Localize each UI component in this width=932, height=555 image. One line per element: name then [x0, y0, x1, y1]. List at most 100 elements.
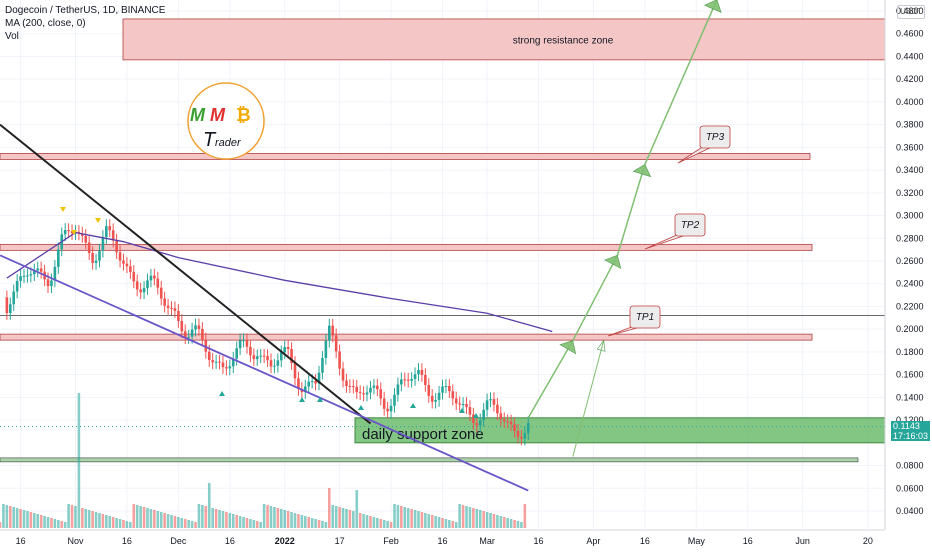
candle-body	[163, 298, 166, 306]
volume-bar	[420, 512, 424, 528]
candle-body	[434, 399, 437, 402]
candle-body	[358, 392, 362, 394]
currency-unit-button[interactable]: USDT	[897, 5, 925, 19]
ma-indicator-label[interactable]: MA (200, close, 0)	[5, 18, 86, 29]
candle-body	[94, 260, 98, 263]
volume-bar	[57, 520, 60, 528]
signal-marker	[358, 405, 364, 410]
volume-bar	[245, 518, 249, 528]
volume-bar	[465, 506, 468, 528]
descending-support-trendline	[0, 254, 529, 492]
candle-body	[139, 289, 142, 293]
time-tick-label: Jun	[795, 536, 810, 546]
price-tick-label: 0.2200	[896, 301, 924, 311]
volume-bar	[444, 519, 448, 528]
candle-body	[57, 249, 60, 267]
volume-bar	[163, 513, 166, 528]
candle-body	[33, 270, 36, 275]
candle-body	[115, 240, 118, 253]
candle-body	[201, 328, 204, 340]
volume-bar	[118, 519, 122, 528]
volume-bar	[283, 510, 287, 528]
candle-body	[255, 356, 259, 360]
time-tick-label: 16	[534, 536, 544, 546]
signal-marker	[410, 403, 416, 408]
candle-body	[91, 253, 94, 263]
volume-bar	[273, 507, 276, 528]
volume-bar	[406, 508, 410, 528]
candle-body	[468, 407, 472, 415]
volume-bar	[108, 516, 112, 528]
volume-bar	[146, 508, 149, 528]
volume-bar	[454, 522, 458, 528]
volume-bar	[115, 518, 118, 528]
time-tick-label: Dec	[170, 536, 187, 546]
volume-bar	[214, 509, 218, 528]
volume-bar	[74, 506, 77, 528]
candle-body	[489, 399, 492, 401]
candle-body	[502, 419, 506, 422]
price-tick-label: 0.0600	[896, 483, 924, 493]
volume-bar	[228, 513, 232, 528]
tp2-label: TP2	[681, 220, 700, 231]
projection-arrow-shaft	[572, 340, 605, 457]
volume-bar	[33, 513, 36, 528]
projection-arrow-head	[559, 340, 577, 355]
tp1-line	[0, 333, 813, 341]
candle-body	[472, 414, 475, 423]
tp1-callout	[629, 305, 661, 329]
volume-bar	[485, 512, 489, 528]
projection-arrow-shaft	[616, 164, 646, 256]
volume-bar	[63, 522, 67, 528]
time-tick-label: Feb	[383, 536, 399, 546]
tp2-callout-pointer	[644, 233, 690, 250]
candle-body	[39, 268, 43, 272]
price-tick-label: 0.1800	[896, 347, 924, 357]
candle-body	[26, 275, 29, 277]
candle-body	[159, 287, 163, 299]
price-tick-label: 0.4000	[896, 97, 924, 107]
price-tick-label: 0.4600	[896, 29, 924, 39]
volume-bar	[183, 519, 187, 528]
candle-body	[283, 347, 287, 353]
volume-bar	[2, 504, 5, 528]
volume-bar	[129, 522, 132, 528]
symbol-title: Dogecoin / TetherUS, 1D, BINANCE	[5, 5, 166, 16]
candle-body	[334, 335, 338, 352]
volume-bar	[218, 510, 221, 528]
volume-bar	[252, 520, 256, 528]
logo-letter-m2: M	[210, 105, 226, 125]
candle-body	[461, 404, 465, 406]
volume-indicator-label[interactable]: Vol	[5, 31, 19, 42]
candle-body	[403, 379, 407, 381]
signal-marker	[95, 218, 101, 223]
logo-letter-t: T	[203, 129, 217, 151]
candle-body	[170, 307, 173, 309]
volume-bar	[12, 507, 16, 528]
candle-body	[15, 280, 19, 292]
candle-body	[231, 358, 235, 367]
volume-bar	[400, 506, 403, 528]
price-tick-label: 0.3400	[896, 165, 924, 175]
candle-body	[204, 339, 208, 352]
volume-bar	[382, 520, 386, 528]
volume-bar	[509, 519, 513, 528]
candle-body	[492, 399, 496, 405]
candle-body	[259, 355, 262, 357]
volume-bar	[87, 510, 91, 528]
volume-bar	[389, 522, 393, 528]
volume-bar	[166, 514, 170, 528]
volume-bar	[461, 505, 465, 528]
candle-body	[108, 226, 112, 231]
volume-bar	[139, 506, 142, 528]
tp3-callout-pointer	[677, 145, 715, 164]
volume-bar	[478, 510, 482, 528]
volume-bar	[365, 515, 369, 528]
volume-bar	[502, 517, 506, 528]
tp2-line	[0, 243, 813, 251]
volume-bar	[84, 509, 88, 528]
base-support-line	[0, 457, 859, 463]
volume-bar	[345, 509, 348, 528]
